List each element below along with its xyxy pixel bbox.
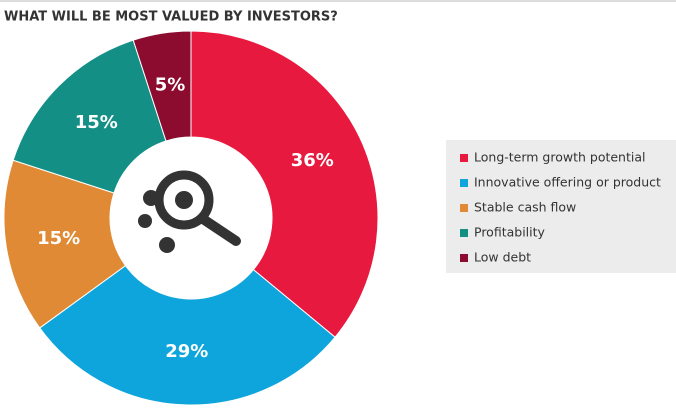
- slice-label: 5%: [155, 75, 186, 96]
- slice-label: 15%: [75, 112, 118, 133]
- legend-label: Stable cash flow: [474, 200, 576, 215]
- legend-label: Low debt: [474, 250, 531, 265]
- legend: Long-term growth potential Innovative off…: [460, 150, 661, 265]
- slice-label: 36%: [291, 150, 334, 171]
- slice: [12, 39, 167, 194]
- legend-box: [446, 140, 676, 273]
- legend-label: Profitability: [474, 225, 546, 240]
- chart-title: WHAT WILL BE MOST VALUED BY INVESTORS?: [4, 10, 338, 25]
- legend-swatch: [460, 154, 468, 162]
- slice-label: 29%: [165, 341, 208, 362]
- legend-swatch: [460, 179, 468, 187]
- center-icon: [138, 170, 241, 253]
- legend-label: Long-term growth potential: [474, 150, 646, 165]
- slice-label: 15%: [37, 228, 80, 249]
- legend-label: Innovative offering or product: [474, 175, 661, 190]
- legend-swatch: [460, 254, 468, 262]
- legend-swatch: [460, 229, 468, 237]
- legend-swatch: [460, 204, 468, 212]
- donut: 36% 29% 15% 15% 5%: [3, 30, 379, 406]
- slice: [132, 30, 192, 142]
- slice: [190, 30, 379, 338]
- slice: [3, 159, 127, 329]
- slice: [39, 264, 336, 406]
